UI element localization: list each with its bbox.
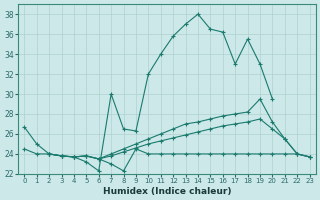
X-axis label: Humidex (Indice chaleur): Humidex (Indice chaleur) [103, 187, 231, 196]
